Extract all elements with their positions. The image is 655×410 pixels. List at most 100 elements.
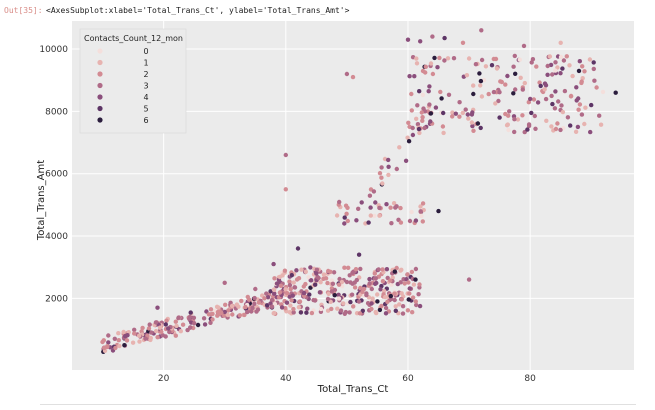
scatter-point [192,321,197,326]
scatter-point [369,306,374,312]
scatter-point [577,59,582,64]
scatter-point [407,291,412,296]
scatter-point [354,218,359,223]
scatter-point [160,333,165,338]
scatter-point [397,145,402,150]
scatter-point [513,87,518,92]
scatter-point [347,273,352,278]
scatter-point [287,283,293,288]
scatter-point [315,274,320,280]
scatter-point [406,139,412,144]
scatter-point [553,126,559,132]
scatter-point [342,215,347,220]
scatter-point [206,312,212,317]
scatter-point [297,299,303,304]
scatter-point [553,89,558,94]
scatter-point [389,221,394,226]
scatter-point [308,265,313,270]
scatter-point [413,277,418,282]
scatter-point [576,107,581,112]
scatter-point [410,310,415,315]
scatter-point [365,301,371,306]
scatter-point [417,89,422,94]
scatter-point [328,269,333,274]
scatter-point [289,273,294,278]
scatter-point [373,200,378,205]
scatter-point [149,330,154,335]
scatter-point [558,71,563,76]
scatter-point [124,338,130,343]
scatter-point [400,311,406,316]
scatter-point [471,91,476,97]
scatter-point [216,305,221,310]
legend-marker [97,117,103,123]
scatter-point [155,305,160,310]
scatter-point [250,305,255,311]
scatter-point [549,124,554,129]
scatter-point [562,88,568,94]
scatter-point [372,271,377,276]
scatter-point [132,327,137,332]
scatter-point [391,201,397,206]
scatter-point [287,279,292,284]
scatter-point [222,313,227,318]
scatter-point [423,64,428,70]
scatter-point [450,114,455,119]
scatter-point [558,40,563,45]
scatter-point [325,296,331,302]
scatter-point [409,209,414,215]
scatter-point [446,92,452,98]
scatter-point [344,71,350,77]
scatter-point [147,322,152,327]
scatter-point [247,306,252,311]
scatter-point [195,322,201,328]
scatter-point [420,219,425,224]
scatter-point [318,280,323,285]
scatter-point [332,293,337,298]
scatter-point [255,307,261,312]
scatter-point [304,310,309,315]
legend-label: 3 [143,82,148,91]
scatter-point [471,83,476,88]
scatter-point [375,292,380,297]
scatter-point [415,103,420,108]
scatter-point [106,333,111,338]
legend-label: 6 [143,116,148,125]
legend: Contacts_Count_12_mon 0 1 2 3 4 5 6 [79,28,187,134]
scatter-point [561,58,567,63]
scatter-point [369,301,374,306]
y-tick-label: 4000 [45,232,68,242]
scatter-point [473,61,479,67]
scatter-point [559,103,564,108]
scatter-point [442,35,447,41]
scatter-point [336,282,342,287]
scatter-point [400,304,406,309]
scatter-point [389,282,394,287]
scatter-point [343,203,349,208]
scatter-point [176,315,181,320]
scatter-point [342,221,347,226]
scatter-point [398,205,403,211]
scatter-point [274,281,280,286]
scatter-point [555,121,560,126]
scatter-point [591,66,596,72]
scatter-point [157,325,163,330]
scatter-point [512,129,517,135]
scatter-point [291,310,296,315]
y-tick-label: 6000 [45,170,68,180]
y-tick-label: 10000 [39,45,68,55]
scatter-point [249,309,254,314]
scatter-point [556,99,561,104]
scatter-point [432,55,437,61]
scatter-point [503,82,508,87]
scatter-point [579,79,584,84]
scatter-point [283,287,288,292]
scatter-point [553,60,558,65]
x-tick-label: 40 [280,374,292,384]
scatter-point [392,291,397,296]
scatter-point [442,58,447,63]
scatter-point [375,299,380,304]
scatter-point [180,322,186,327]
scatter-point [577,102,583,107]
scatter-point [146,326,152,331]
